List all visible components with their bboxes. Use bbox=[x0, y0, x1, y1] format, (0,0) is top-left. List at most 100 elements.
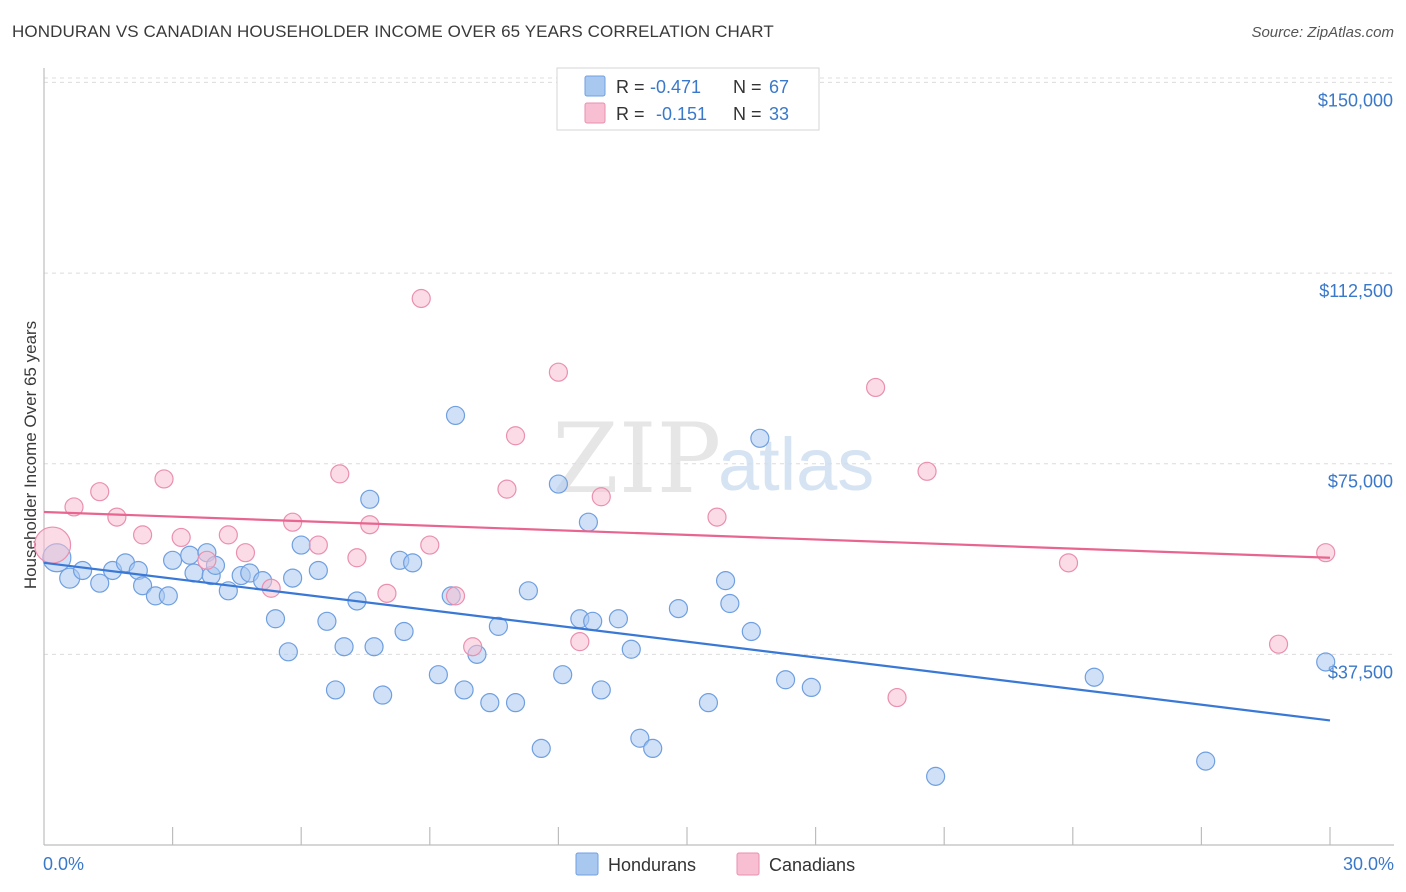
data-point-hondurans bbox=[454, 680, 474, 700]
watermark: ZIP atlas bbox=[552, 403, 874, 515]
y-tick-label: $37,500 bbox=[1328, 662, 1393, 682]
data-point-canadians bbox=[33, 526, 72, 564]
y-tick-label: $150,000 bbox=[1318, 90, 1393, 110]
data-point-hondurans bbox=[428, 665, 448, 685]
data-point-canadians bbox=[497, 479, 517, 499]
data-point-hondurans bbox=[308, 560, 328, 581]
chart-title: HONDURAN VS CANADIAN HOUSEHOLDER INCOME … bbox=[12, 22, 774, 41]
data-point-hondurans bbox=[553, 665, 573, 685]
data-point-canadians bbox=[171, 527, 191, 548]
data-point-canadians bbox=[377, 583, 397, 603]
data-point-canadians bbox=[887, 687, 907, 708]
legend-n-value-canadians: 33 bbox=[769, 104, 789, 124]
legend-r-value-hondurans: -0.471 bbox=[650, 77, 701, 97]
y-tick-label: $112,500 bbox=[1319, 281, 1393, 301]
data-point-canadians bbox=[235, 543, 256, 563]
data-point-hondurans bbox=[775, 670, 796, 690]
data-point-hondurans bbox=[158, 586, 178, 606]
data-point-hondurans bbox=[591, 680, 611, 700]
legend-n-label-canadians: N = bbox=[733, 104, 762, 124]
data-point-hondurans bbox=[132, 576, 153, 596]
data-point-hondurans bbox=[317, 611, 337, 631]
data-point-hondurans bbox=[750, 428, 770, 448]
data-point-hondurans bbox=[163, 550, 183, 570]
data-point-hondurans bbox=[608, 609, 629, 629]
data-point-canadians bbox=[866, 377, 886, 398]
data-point-canadians bbox=[445, 586, 466, 606]
legend-n-label-hondurans: N = bbox=[733, 77, 762, 97]
data-point-hondurans bbox=[1316, 652, 1336, 672]
data-point-hondurans bbox=[394, 621, 414, 642]
y-tick-labels: $37,500 $75,000 $112,500 $150,000 bbox=[1318, 90, 1393, 682]
data-point-hondurans bbox=[518, 581, 538, 601]
data-point-hondurans bbox=[360, 489, 380, 509]
data-point-hondurans bbox=[720, 593, 740, 614]
data-point-hondurans bbox=[488, 616, 508, 636]
data-point-hondurans bbox=[334, 637, 354, 657]
data-point-canadians bbox=[132, 525, 153, 545]
bottom-legend-label-canadians: Canadians bbox=[769, 855, 855, 875]
data-point-canadians bbox=[1268, 634, 1289, 654]
data-point-hondurans bbox=[265, 609, 286, 629]
data-point-canadians bbox=[1316, 543, 1336, 563]
data-point-canadians bbox=[347, 548, 367, 568]
data-point-hondurans bbox=[364, 637, 384, 657]
bottom-legend-swatch-canadians bbox=[736, 852, 760, 876]
data-point-hondurans bbox=[583, 611, 603, 631]
legend-swatch-canadians bbox=[584, 102, 606, 124]
correlation-legend: R = -0.471 N = 67 R = -0.151 N = 33 bbox=[556, 67, 820, 131]
trend-lines bbox=[43, 510, 1331, 722]
data-point-hondurans bbox=[531, 738, 551, 759]
legend-r-label-canadians: R = bbox=[616, 104, 645, 124]
data-point-canadians bbox=[420, 535, 440, 555]
data-point-hondurans bbox=[698, 693, 719, 713]
data-point-canadians bbox=[505, 426, 526, 446]
data-point-hondurans bbox=[480, 693, 500, 713]
data-point-hondurans bbox=[325, 680, 346, 700]
y-tick-label: $75,000 bbox=[1328, 472, 1393, 492]
y-axis-label: Householder Income Over 65 years bbox=[21, 321, 40, 589]
legend-r-value-canadians: -0.151 bbox=[656, 104, 707, 124]
data-point-hondurans bbox=[668, 598, 689, 619]
data-point-hondurans bbox=[403, 553, 423, 573]
data-point-hondurans bbox=[801, 677, 821, 698]
data-points bbox=[33, 288, 1336, 786]
data-point-canadians bbox=[463, 637, 483, 657]
data-point-canadians bbox=[411, 288, 431, 309]
watermark-zip: ZIP bbox=[552, 403, 721, 515]
legend-r-label-hondurans: R = bbox=[616, 77, 645, 97]
data-point-canadians bbox=[917, 461, 937, 481]
data-point-hondurans bbox=[643, 738, 663, 759]
data-point-hondurans bbox=[180, 545, 200, 565]
data-point-canadians bbox=[154, 469, 174, 489]
x-tick-label-end: 30.0% bbox=[1343, 854, 1394, 874]
trend-line-hondurans bbox=[43, 561, 1331, 722]
data-point-canadians bbox=[591, 487, 611, 507]
data-point-canadians bbox=[330, 464, 350, 484]
data-point-canadians bbox=[64, 497, 84, 517]
data-point-hondurans bbox=[278, 642, 298, 662]
legend-n-value-hondurans: 67 bbox=[769, 77, 789, 97]
data-point-canadians bbox=[548, 362, 569, 382]
data-point-canadians bbox=[218, 525, 238, 545]
legend-swatch-hondurans bbox=[584, 75, 606, 97]
data-point-hondurans bbox=[445, 405, 466, 426]
data-point-hondurans bbox=[548, 474, 569, 494]
bottom-legend-label-hondurans: Hondurans bbox=[608, 855, 696, 875]
bottom-legend-swatch-hondurans bbox=[575, 852, 599, 876]
data-point-canadians bbox=[90, 482, 110, 502]
data-point-canadians bbox=[197, 550, 217, 570]
source-label: Source: ZipAtlas.com bbox=[1251, 24, 1394, 41]
data-point-hondurans bbox=[291, 535, 311, 555]
data-point-hondurans bbox=[578, 512, 599, 532]
data-point-canadians bbox=[107, 507, 127, 527]
data-point-hondurans bbox=[1084, 667, 1104, 687]
data-point-hondurans bbox=[926, 766, 946, 786]
data-point-hondurans bbox=[283, 568, 303, 588]
data-point-hondurans bbox=[1196, 751, 1216, 771]
data-point-canadians bbox=[308, 535, 328, 555]
data-point-hondurans bbox=[741, 621, 761, 642]
data-point-hondurans bbox=[715, 571, 736, 591]
data-point-hondurans bbox=[621, 639, 641, 659]
